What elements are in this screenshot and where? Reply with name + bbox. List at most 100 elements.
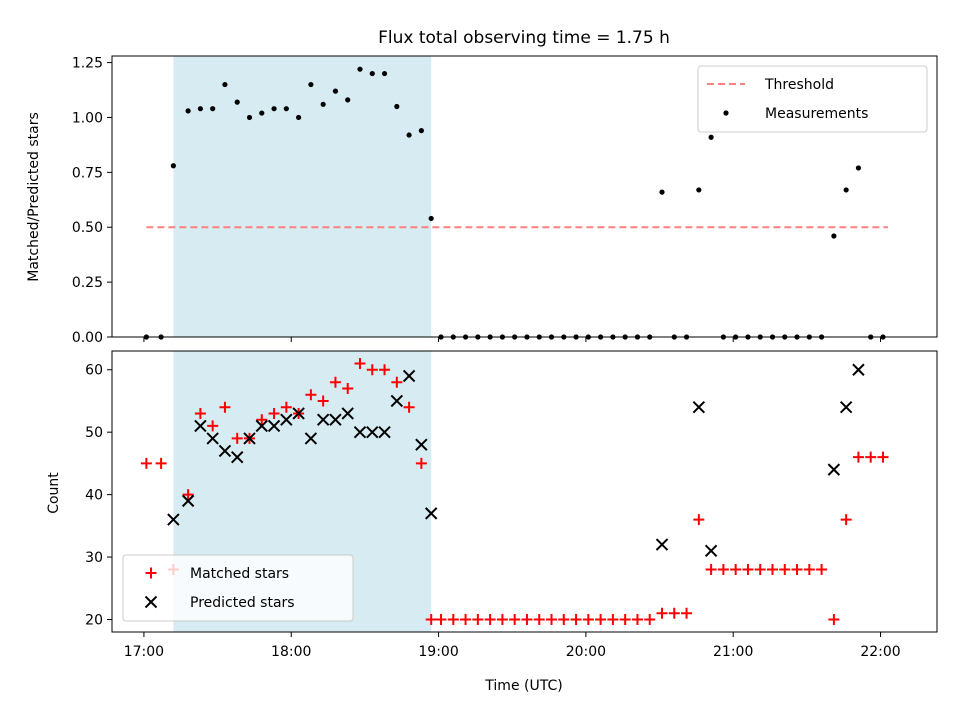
measurement-point [308, 81, 314, 88]
measurement-point [246, 114, 253, 121]
measurement-point [259, 110, 265, 116]
count-y-axis-label: Count [46, 472, 62, 514]
legend-label: Threshold [764, 77, 834, 93]
matched-star-point [717, 564, 729, 576]
count-panel: 20 30 40 50 60 17:00 18:00 19:00 20:00 21:00 22:00… [85, 350, 938, 660]
x-tick-label: 22:00 [860, 644, 900, 660]
predicted-star-point [181, 494, 195, 508]
measurement-point [234, 99, 240, 105]
matched-star-point [484, 614, 496, 626]
x-tick-label: 20:00 [566, 644, 606, 660]
ratio-y-axis-label: Matched/Predicted stars [26, 112, 42, 282]
matched-star-point [631, 614, 643, 626]
matched-star-point [877, 451, 889, 463]
matched-star-point [194, 407, 206, 419]
predicted-star-point [852, 363, 865, 376]
matched-star-point [595, 614, 607, 626]
measurement-point [696, 187, 702, 193]
matched-star-point [546, 614, 558, 626]
measurement-point [222, 81, 228, 88]
matched-star-point [766, 564, 778, 576]
observing-window-shade [173, 56, 432, 337]
predicted-star-point [231, 450, 244, 464]
matched-star-point [681, 607, 693, 619]
predicted-star-point [280, 413, 293, 426]
y-tick-label: 0.25 [72, 275, 103, 291]
y-tick-label: 20 [85, 613, 103, 629]
matched-star-point [447, 614, 459, 626]
x-tick-label: 17:00 [124, 644, 164, 660]
matched-star-point [256, 414, 268, 426]
predicted-star-point [243, 432, 256, 445]
plot-frame [111, 55, 938, 338]
matched-star-point [207, 420, 219, 432]
predicted-star-point [415, 438, 428, 451]
legend-box [697, 65, 928, 133]
predicted-star-point [353, 425, 367, 439]
measurement-point [197, 106, 203, 112]
matched-star-point [415, 457, 427, 469]
y-tick-label: 1.25 [72, 56, 103, 72]
predicted-star-point [194, 419, 207, 433]
predicted-star-point [839, 400, 853, 414]
matched-star-point [403, 401, 415, 413]
y-tick-label: 1.00 [72, 110, 103, 126]
legend-label: Predicted stars [190, 595, 295, 611]
matched-star-point [816, 564, 828, 576]
measurement-point [855, 165, 862, 171]
matched-star-point [182, 489, 194, 501]
predicted-star-point [341, 407, 354, 420]
predicted-star-point [255, 419, 268, 433]
matched-star-point [582, 614, 594, 626]
matched-star-point [644, 614, 656, 626]
measurement-point [296, 114, 302, 121]
predicted-star-point [167, 513, 180, 526]
matched-star-point [852, 451, 864, 463]
x-tick-label: 18:00 [271, 644, 311, 660]
matched-star-point [803, 564, 815, 576]
measurement-point [320, 101, 326, 107]
measurement-point [170, 163, 176, 169]
matched-star-point [329, 376, 341, 388]
legend-plus-swatch [145, 567, 157, 579]
matched-star-point [754, 564, 766, 576]
y-tick-label: 0.75 [72, 165, 103, 181]
matched-star-point [656, 607, 668, 619]
measurement-point [831, 233, 837, 239]
matched-star-point [354, 357, 366, 369]
y-tick-label: 0.00 [72, 330, 103, 346]
matched-star-point [558, 614, 570, 626]
predicted-star-point [316, 413, 330, 426]
legend-label: Matched stars [190, 566, 289, 582]
measurement-point [210, 106, 216, 112]
measurement-point [345, 97, 351, 103]
measurement-point [394, 103, 400, 110]
y-tick-label: 0.50 [72, 220, 103, 236]
matched-star-point [693, 514, 705, 526]
predicted-star-point [206, 432, 219, 445]
matched-star-point [155, 457, 167, 469]
matched-star-point [435, 614, 447, 626]
matched-star-point [391, 376, 403, 388]
x-tick-label: 21:00 [713, 644, 753, 660]
matched-star-point [425, 614, 437, 626]
matched-star-point [342, 382, 354, 394]
matched-star-point [840, 514, 852, 526]
predicted-star-point [424, 507, 438, 520]
predicted-star-point [304, 432, 318, 445]
matched-star-point [472, 614, 484, 626]
matched-star-point [668, 607, 680, 619]
matched-star-point [460, 614, 472, 626]
predicted-star-point [692, 400, 706, 414]
x-tick-label: 19:00 [418, 644, 458, 660]
y-tick-label: 30 [85, 550, 103, 566]
measurement-point [428, 215, 434, 222]
measurement-point [185, 108, 191, 114]
measurement-point [332, 88, 339, 94]
matched-star-point [570, 614, 582, 626]
matched-star-point [140, 457, 152, 469]
matched-star-point [379, 364, 391, 376]
matched-star-point [742, 564, 754, 576]
measurement-point [843, 187, 849, 193]
